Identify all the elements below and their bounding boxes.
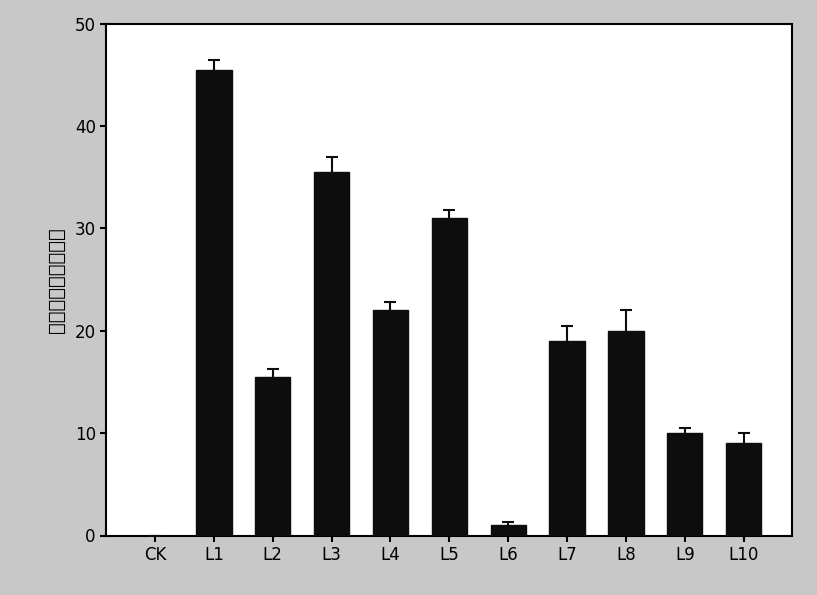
Bar: [431, 218, 467, 536]
Bar: [314, 172, 350, 536]
Bar: [549, 341, 585, 536]
Bar: [196, 70, 231, 536]
Bar: [373, 311, 408, 536]
Bar: [667, 433, 703, 536]
Bar: [609, 331, 644, 536]
Y-axis label: 相对表达量（倍数）: 相对表达量（倍数）: [47, 227, 66, 333]
Bar: [255, 377, 290, 536]
Bar: [490, 525, 526, 536]
Bar: [726, 443, 761, 536]
